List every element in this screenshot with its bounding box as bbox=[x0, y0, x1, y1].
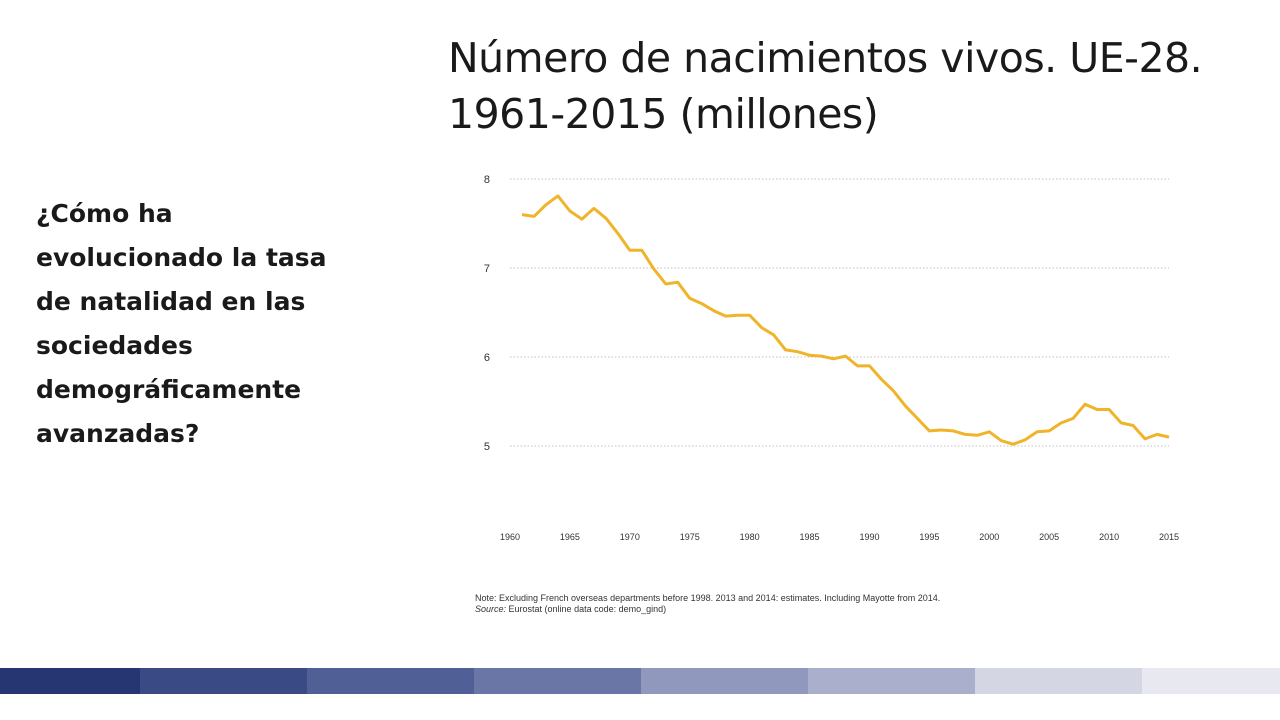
grid-lines bbox=[510, 178, 1169, 447]
chart-note: Note: Excluding French overseas departme… bbox=[475, 593, 941, 603]
y-tick-label: 5 bbox=[484, 441, 490, 453]
x-tick-label: 1975 bbox=[680, 532, 700, 542]
x-tick-label: 1980 bbox=[740, 532, 760, 542]
footer-segment bbox=[975, 668, 1142, 694]
x-tick-label: 2000 bbox=[979, 532, 999, 542]
footer-segment bbox=[140, 668, 307, 694]
chart-notes: Note: Excluding French overseas departme… bbox=[475, 593, 940, 615]
question-text: ¿Cómo ha evolucionado la tasa de natalid… bbox=[36, 199, 327, 448]
births-line-chart: 5 6 7 8 1960 1965 1970 1975 1980 1985 1990 1995 200… bbox=[484, 174, 1179, 542]
source-label: Source: bbox=[475, 604, 507, 614]
x-tick-label: 2015 bbox=[1159, 532, 1179, 542]
footer-segment bbox=[0, 668, 140, 694]
x-tick-labels: 1960 1965 1970 1975 1980 1985 1990 1995 2000 2005… bbox=[500, 532, 1179, 542]
x-tick-label: 1960 bbox=[500, 532, 520, 542]
x-tick-label: 2010 bbox=[1099, 532, 1119, 542]
footer-color-bar bbox=[0, 668, 1280, 694]
x-tick-label: 1965 bbox=[560, 532, 580, 542]
footer-segment bbox=[474, 668, 641, 694]
chart-source: Source: Eurostat (online data code: demo… bbox=[475, 604, 940, 615]
x-tick-label: 1985 bbox=[800, 532, 820, 542]
footer-segment bbox=[808, 668, 975, 694]
footer-segment bbox=[641, 668, 808, 694]
y-tick-labels: 5 6 7 8 bbox=[484, 174, 490, 453]
series-line-births bbox=[521, 194, 1170, 446]
slide-title: Número de nacimientos vivos. UE-28. 1961… bbox=[448, 34, 1203, 138]
x-tick-label: 1970 bbox=[620, 532, 640, 542]
x-tick-label: 2005 bbox=[1039, 532, 1059, 542]
source-text: Eurostat (online data code: demo_gind) bbox=[506, 604, 667, 614]
footer-segment bbox=[1142, 668, 1280, 694]
footer-segment bbox=[307, 668, 474, 694]
y-tick-label: 7 bbox=[484, 263, 490, 275]
x-tick-label: 1990 bbox=[859, 532, 879, 542]
x-tick-label: 1995 bbox=[919, 532, 939, 542]
y-tick-label: 8 bbox=[484, 174, 490, 186]
y-tick-label: 6 bbox=[484, 352, 490, 364]
